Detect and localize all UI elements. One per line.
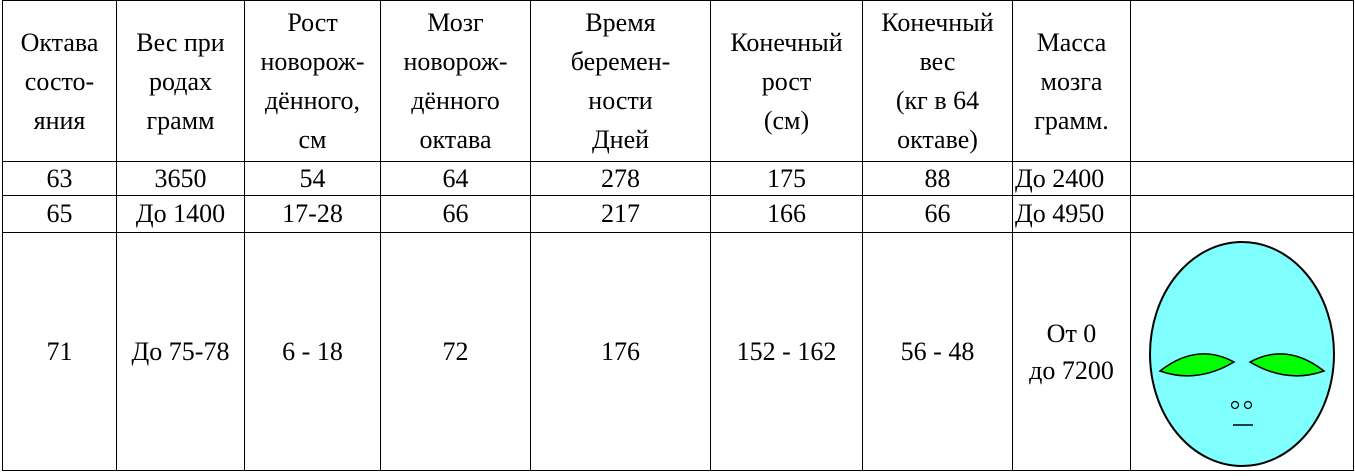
alien-face [1142,234,1342,470]
table-cell: 64 [381,162,531,196]
cell-line: 64 [383,162,528,195]
cell-line: 65 [5,196,114,232]
cell-line: новорож- [383,42,528,81]
cell-line: беремен- [533,42,708,81]
cell-line: 72 [383,333,528,370]
table-cell: 66 [863,196,1013,233]
table-cell: 88 [863,162,1013,196]
cell-line: новорож- [247,42,378,81]
cell-line: Мозг [383,3,528,42]
table-cell: 217 [531,196,711,233]
table-body: Октавасосто-янияВес природахграммРостнов… [3,1,1354,471]
table-cell: 17-28 [245,196,381,233]
cell-line: 71 [5,333,114,370]
cell-line: до 7200 [1015,352,1128,389]
cell-line: дённого, [247,81,378,120]
page: Октавасосто-янияВес природахграммРостнов… [0,0,1355,476]
table-cell: 63 [3,162,117,196]
data-table: Октавасосто-янияВес природахграммРостнов… [2,0,1354,471]
cell-line: (кг в 64 [865,81,1010,120]
cell-line: Конечный [713,23,860,62]
cell-line: 88 [865,162,1010,195]
cell-line: До 75-78 [119,333,242,370]
cell-line: (см) [713,101,860,140]
table-cell: 278 [531,162,711,196]
cell-line: До 1400 [119,196,242,232]
cell-line: 3650 [119,162,242,195]
table-cell: 56 - 48 [863,233,1013,471]
cell-line: грамм. [1015,101,1128,140]
empty-cell [1131,1,1354,162]
cell-line: рост [713,62,860,101]
cell-line: ности [533,81,708,120]
cell-line: грамм [119,101,242,140]
empty-cell [1131,162,1354,196]
cell-line: октава [383,120,528,159]
cell-line: 166 [713,196,860,232]
cell-line: 175 [713,162,860,195]
table-cell: До 2400 [1013,162,1131,196]
cell-line: мозга [1015,62,1128,101]
cell-line: Масса [1015,23,1128,62]
cell-line: 152 - 162 [713,333,860,370]
empty-cell [1131,196,1354,233]
cell-line: До 4950 [1015,196,1128,232]
cell-line: 217 [533,196,708,232]
cell-line: родах [119,62,242,101]
face [1150,242,1334,466]
cell-line: 54 [247,162,378,195]
image-cell [1131,233,1354,471]
cell-line: см [247,120,378,159]
cell-line: 17-28 [247,196,378,232]
cell-line: Конечный [865,3,1010,42]
table-cell: 54 [245,162,381,196]
cell-line: состо- [5,62,114,101]
cell-line: 278 [533,162,708,195]
table-cell: До 75-78 [117,233,245,471]
cell-line: Вес при [119,23,242,62]
cell-line: яния [5,101,114,140]
cell-line: 6 - 18 [247,333,378,370]
cell-line: вес [865,42,1010,81]
table-cell: 152 - 162 [711,233,863,471]
cell-line: От 0 [1015,315,1128,352]
table-cell: 71 [3,233,117,471]
cell-line: дённого [383,81,528,120]
table-cell: 66 [381,196,531,233]
cell-line: 176 [533,333,708,370]
table-cell: 65 [3,196,117,233]
table-cell: До 1400 [117,196,245,233]
cell-line: 63 [5,162,114,195]
cell-line: Дней [533,120,708,159]
table-cell: 6 - 18 [245,233,381,471]
cell-line: Октава [5,23,114,62]
table-cell: 176 [531,233,711,471]
table-cell: 175 [711,162,863,196]
cell-line: 66 [383,196,528,232]
cell-line: 56 - 48 [865,333,1010,370]
table-cell: 166 [711,196,863,233]
cell-line: Рост [247,3,378,42]
cell-line: октаве) [865,120,1010,159]
cell-line: До 2400 [1015,162,1128,195]
table-cell: До 4950 [1013,196,1131,233]
table-cell: 72 [381,233,531,471]
cell-line: 66 [865,196,1010,232]
table-cell: 3650 [117,162,245,196]
cell-line: Время [533,3,708,42]
